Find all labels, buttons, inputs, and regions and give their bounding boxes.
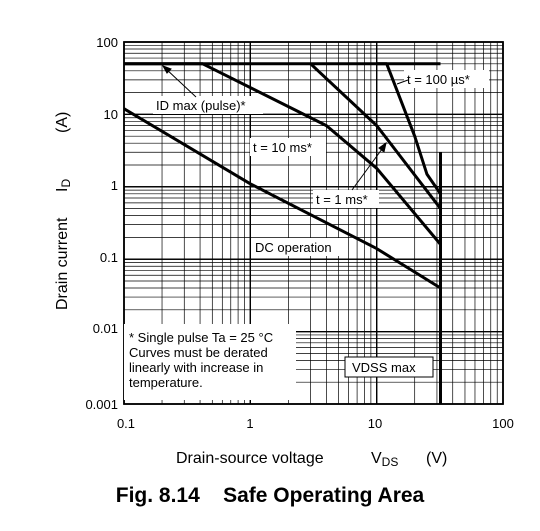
y-tick-label: 10 [104,107,118,122]
note-line: Curves must be derated [129,345,268,360]
note-line: linearly with increase in [129,360,263,375]
soa-chart: 100 10 1 0.1 0.01 0.001 0.1 1 10 100 Dra… [54,35,514,469]
x-tick-label: 1 [246,416,253,431]
x-axis-unit: (V) [426,450,447,467]
y-tick-label: 100 [96,35,118,50]
curves [123,62,442,404]
dc-label: DC operation [255,240,332,255]
t1-arrowhead [378,141,387,153]
figure-caption: Fig. 8.14 Safe Operating Area [115,484,425,507]
vdss-label: VDSS max [352,360,416,375]
t10-label: t = 10 ms* [253,140,312,155]
y-axis-unit: (A) [54,112,71,133]
x-tick-label: 100 [492,416,514,431]
y-tick-label: 0.01 [93,321,118,336]
id-max-label: ID max (pulse)* [156,98,246,113]
id-max-arrowhead [161,65,172,74]
soa-curve [123,107,442,290]
x-axis-symbol: VDS [371,450,398,469]
soa-curve [376,62,442,196]
id-max-leader [164,67,197,98]
x-tick-label: 10 [368,416,382,431]
t100-label: t = 100 µs* [407,72,470,87]
soa-curve [124,62,442,246]
note-line: temperature. [129,375,203,390]
t100-leader [396,79,409,85]
y-axis-label: Drain current [54,217,71,310]
plot-frame [123,41,504,405]
t1-label: t = 1 ms* [316,192,368,207]
x-tick-label: 0.1 [117,416,135,431]
soa-curve [309,62,442,210]
y-tick-label: 0.001 [85,397,118,412]
y-tick-label: 1 [111,178,118,193]
x-axis-label: Drain-source voltage [176,450,324,467]
y-tick-label: 0.1 [100,250,118,265]
t1-leader [351,144,386,191]
y-axis-symbol: ID [54,179,73,192]
note-line: * Single pulse Ta = 25 °C [129,330,273,345]
